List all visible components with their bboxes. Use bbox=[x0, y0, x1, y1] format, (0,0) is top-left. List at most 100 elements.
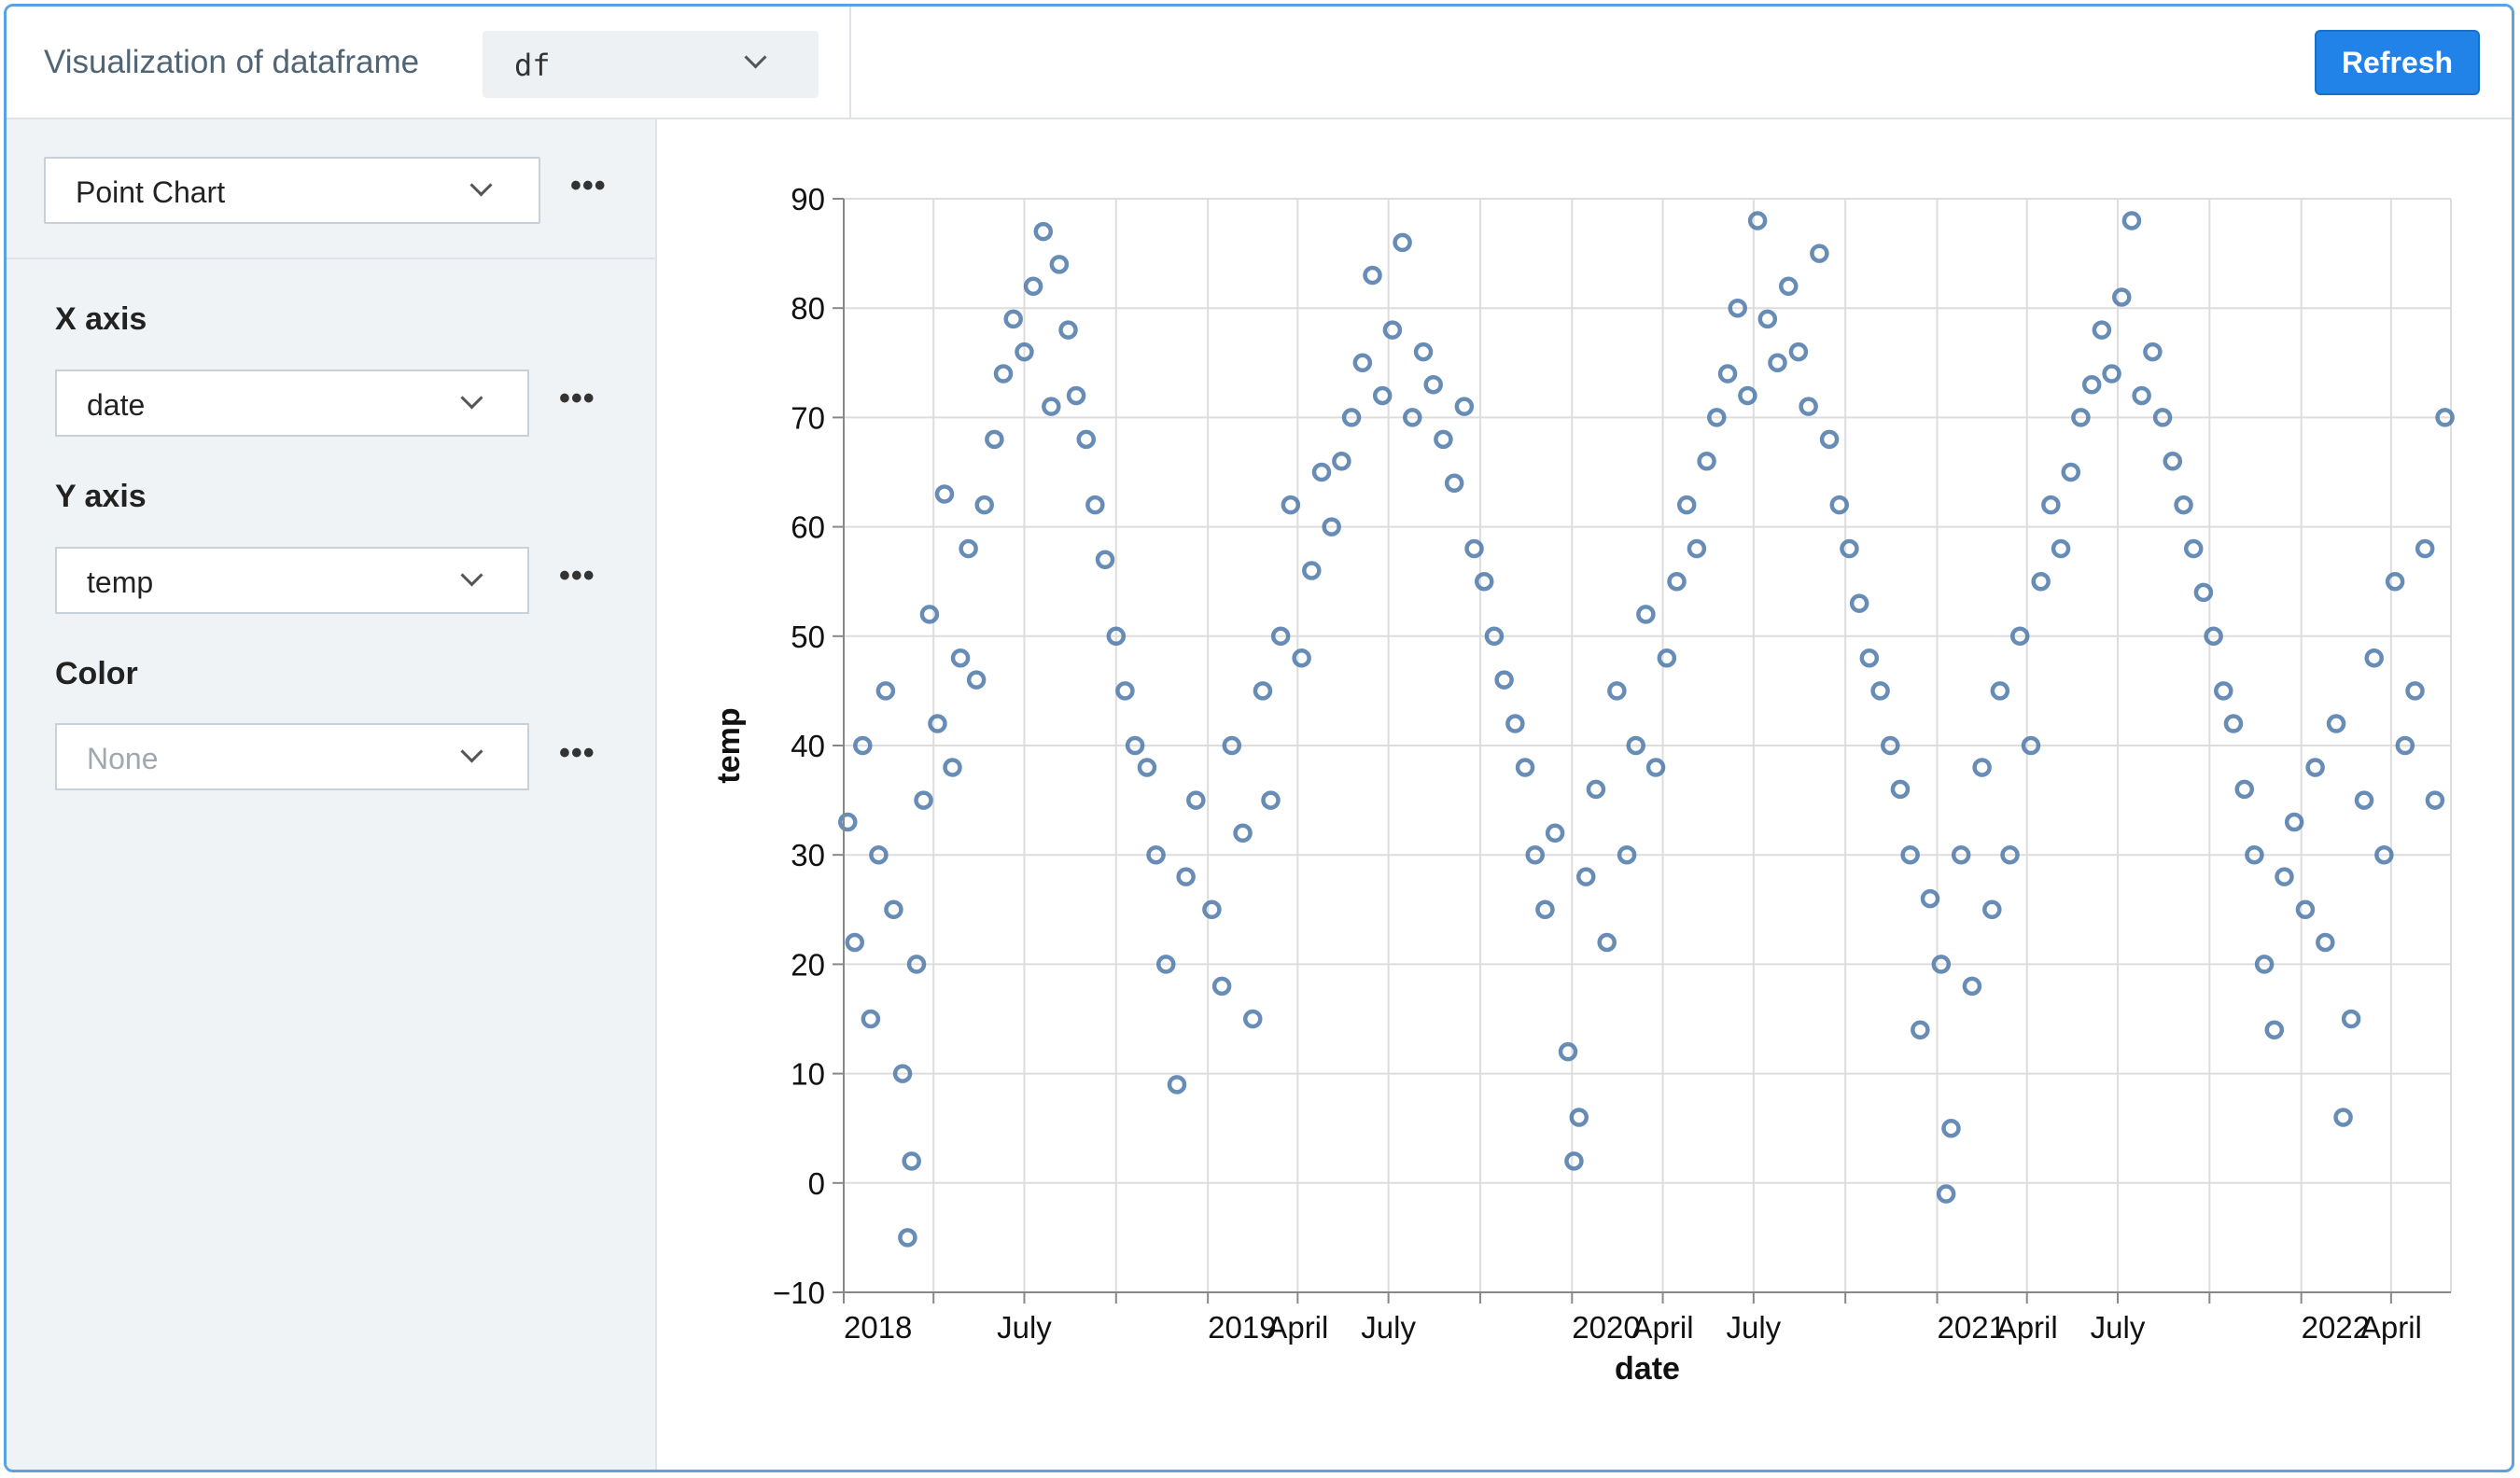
data-point bbox=[1788, 342, 1809, 362]
data-point bbox=[1535, 899, 1555, 920]
data-point bbox=[1569, 1108, 1589, 1127]
data-point bbox=[1322, 517, 1341, 537]
x-tick-label: 2022 bbox=[2302, 1310, 2370, 1345]
data-point bbox=[2435, 408, 2455, 427]
data-point bbox=[1156, 955, 1176, 974]
data-point bbox=[875, 681, 896, 701]
x-axis-select-value: date bbox=[87, 388, 146, 422]
data-point bbox=[1962, 976, 1982, 997]
data-point bbox=[2121, 211, 2142, 230]
data-point bbox=[1941, 1118, 1961, 1138]
more-horizontal-icon[interactable]: ••• bbox=[559, 381, 595, 416]
x-axis-select[interactable]: date bbox=[55, 370, 529, 437]
data-point bbox=[1920, 888, 1940, 909]
data-point bbox=[1564, 1151, 1584, 1171]
data-point bbox=[1233, 823, 1253, 844]
data-point bbox=[2183, 538, 2204, 559]
data-point bbox=[1870, 681, 1890, 701]
data-point bbox=[2364, 648, 2384, 668]
data-point bbox=[1372, 385, 1393, 406]
color-select[interactable]: None bbox=[55, 723, 529, 790]
chevron-down-icon bbox=[744, 46, 767, 69]
data-point bbox=[950, 648, 971, 668]
refresh-button[interactable]: Refresh bbox=[2315, 30, 2480, 95]
data-point bbox=[2031, 571, 2051, 592]
y-axis-select[interactable]: temp bbox=[55, 547, 529, 614]
chevron-down-icon bbox=[460, 386, 483, 410]
data-point bbox=[993, 364, 1014, 383]
data-point bbox=[1697, 452, 1716, 471]
data-point bbox=[1936, 1184, 1956, 1204]
data-point bbox=[1302, 561, 1322, 580]
data-point bbox=[1423, 374, 1443, 395]
data-point bbox=[914, 790, 933, 810]
x-tick-label: July bbox=[997, 1310, 1052, 1345]
data-point bbox=[2284, 812, 2304, 832]
data-point bbox=[1270, 626, 1291, 647]
data-point bbox=[2305, 758, 2325, 777]
chart-type-select[interactable]: Point Chart bbox=[44, 157, 540, 224]
data-point bbox=[943, 758, 962, 777]
data-point bbox=[2204, 626, 2223, 647]
data-point bbox=[2061, 462, 2080, 482]
plot-area: −10 0 10 20 30 40 50 60 70 80 90 2018 July 2019 April J… bbox=[657, 119, 2512, 1470]
data-point bbox=[1106, 626, 1127, 647]
data-point bbox=[1687, 538, 1707, 559]
chart-grid bbox=[843, 198, 2452, 1293]
data-point bbox=[1003, 309, 1023, 329]
data-point bbox=[1137, 758, 1157, 777]
data-point bbox=[2163, 452, 2183, 471]
more-horizontal-icon[interactable]: ••• bbox=[559, 735, 595, 771]
data-point bbox=[1242, 1009, 1263, 1029]
chart-type-section: Point Chart ••• bbox=[7, 119, 655, 259]
data-point bbox=[1494, 670, 1514, 690]
data-point bbox=[2245, 844, 2264, 865]
data-point bbox=[1474, 571, 1494, 592]
data-point bbox=[1095, 550, 1115, 570]
data-point bbox=[845, 932, 865, 953]
data-point bbox=[2385, 571, 2405, 592]
data-point bbox=[1042, 397, 1061, 416]
data-point bbox=[1890, 779, 1911, 800]
data-point bbox=[1636, 605, 1656, 624]
data-point bbox=[1049, 255, 1070, 274]
dataframe-select[interactable]: df bbox=[483, 31, 819, 98]
data-point bbox=[1819, 429, 1840, 450]
data-point bbox=[2174, 495, 2193, 515]
data-point bbox=[974, 495, 994, 515]
y-tick-label: 30 bbox=[791, 838, 825, 872]
y-axis-label: Y axis bbox=[55, 479, 147, 514]
data-point bbox=[1911, 1020, 1930, 1039]
data-point bbox=[1484, 626, 1505, 647]
data-point bbox=[1558, 1041, 1578, 1062]
data-point bbox=[1222, 735, 1242, 756]
x-tick-label: April bbox=[1632, 1310, 1694, 1345]
data-point bbox=[2021, 735, 2041, 756]
data-point bbox=[1900, 844, 1920, 865]
y-tick-label: 40 bbox=[791, 729, 825, 763]
data-point bbox=[1382, 320, 1403, 340]
data-point bbox=[1292, 648, 1311, 668]
data-point bbox=[919, 605, 940, 624]
data-point bbox=[1444, 473, 1464, 493]
data-point bbox=[2000, 844, 2020, 865]
data-point bbox=[1738, 385, 1757, 406]
data-point bbox=[1311, 462, 1332, 482]
data-point bbox=[1607, 681, 1627, 701]
x-tick-label: April bbox=[1996, 1310, 2058, 1345]
y-tick-label: 0 bbox=[808, 1166, 825, 1201]
x-tick-label: 2021 bbox=[1938, 1310, 2006, 1345]
data-point bbox=[1617, 844, 1637, 865]
more-horizontal-icon[interactable]: ••• bbox=[570, 168, 607, 203]
data-point bbox=[1363, 265, 1382, 286]
data-point bbox=[985, 429, 1004, 450]
x-axis-title: date bbox=[1615, 1351, 1680, 1387]
data-point bbox=[1332, 452, 1351, 471]
data-point bbox=[2405, 681, 2425, 701]
data-point bbox=[1261, 790, 1281, 810]
more-horizontal-icon[interactable]: ••• bbox=[559, 558, 595, 593]
data-point bbox=[1167, 1075, 1187, 1095]
x-tick-label: 2019 bbox=[1208, 1310, 1276, 1345]
data-point bbox=[2081, 374, 2102, 395]
data-point bbox=[1146, 844, 1166, 865]
